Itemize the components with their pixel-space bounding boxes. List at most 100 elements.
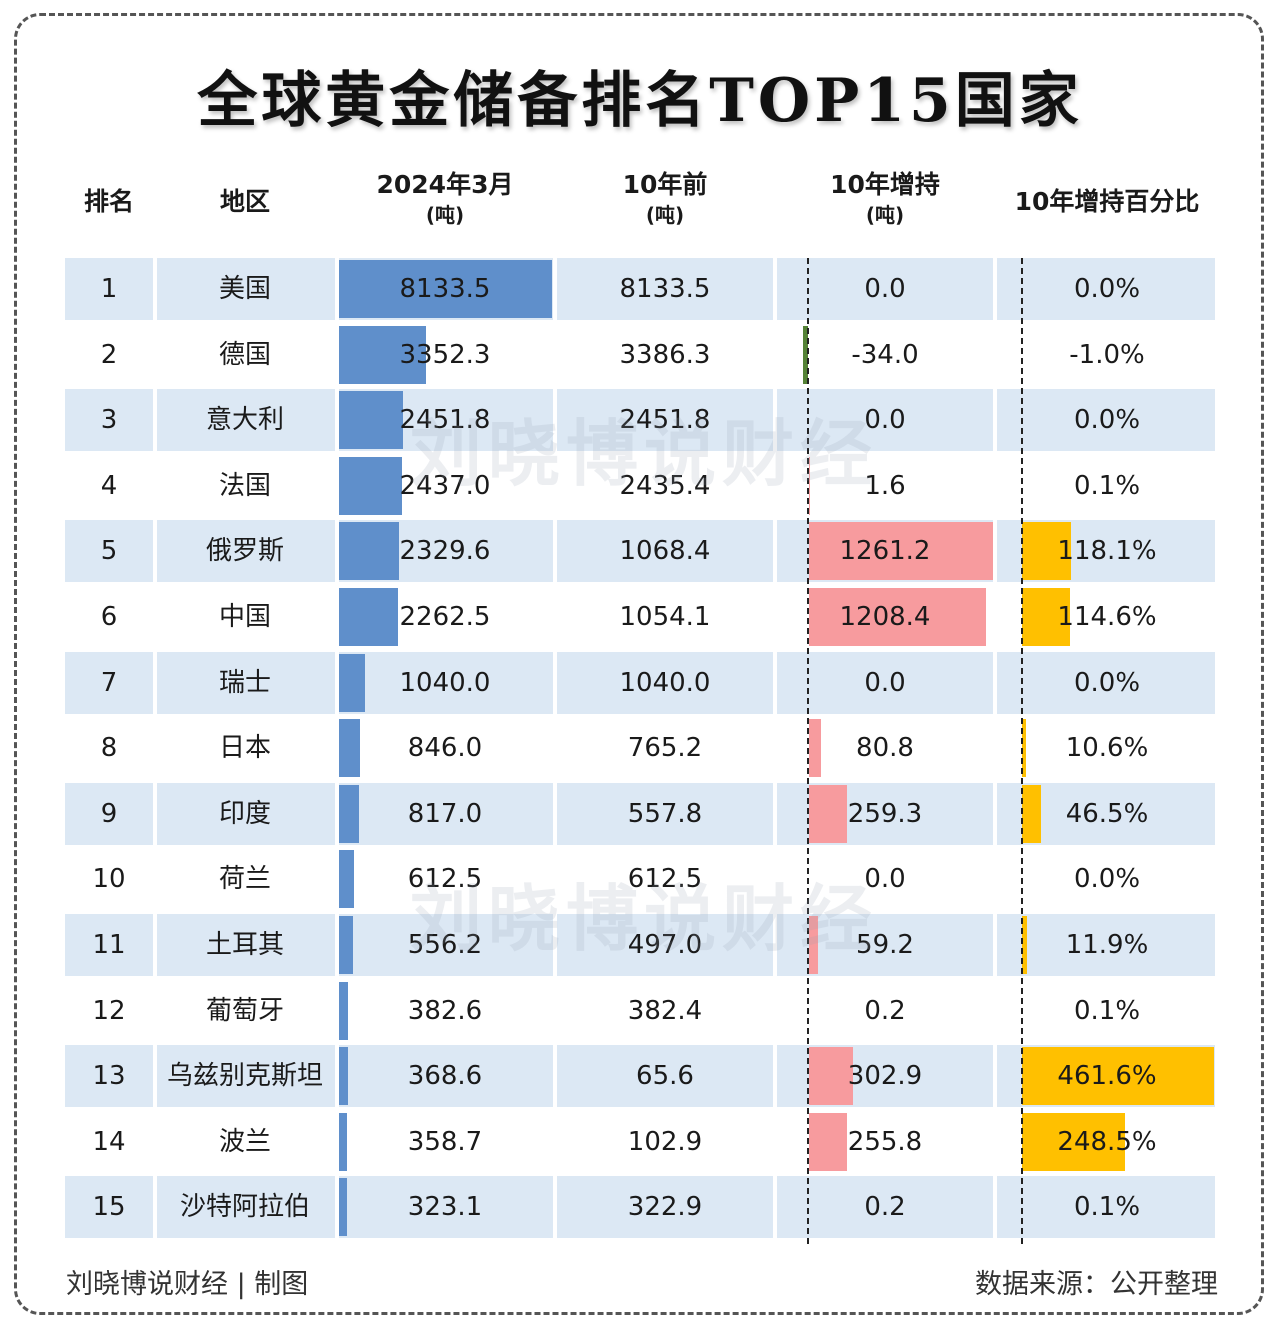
cell-region: 波兰 xyxy=(218,1127,271,1157)
footer-credit: 刘晓博说财经 | 制图 xyxy=(66,1269,309,1300)
cell-rank: 8 xyxy=(100,733,118,763)
header-current-label: 2024年3月 xyxy=(376,170,514,199)
change-bar xyxy=(809,522,994,580)
cell-change: 0.2 xyxy=(864,996,906,1026)
dashed-frame xyxy=(14,13,1264,1315)
column-separator xyxy=(553,258,557,1242)
cell-ago: 102.9 xyxy=(627,1127,703,1157)
cell-rank: 3 xyxy=(100,405,118,435)
cell-ago: 322.9 xyxy=(627,1192,703,1222)
cell-current: 846.0 xyxy=(407,733,483,763)
current-bar xyxy=(338,982,349,1040)
cell-rank: 1 xyxy=(100,274,118,304)
cell-current: 368.6 xyxy=(407,1061,483,1091)
cell-ago: 8133.5 xyxy=(619,274,711,304)
cell-current: 2451.8 xyxy=(399,405,491,435)
footer-source: 数据来源：公开整理 xyxy=(975,1269,1218,1300)
cell-pct: 118.1% xyxy=(1057,536,1157,566)
current-bar xyxy=(338,326,427,384)
cell-rank: 6 xyxy=(100,602,118,632)
cell-current: 382.6 xyxy=(407,996,483,1026)
cell-region: 法国 xyxy=(218,471,271,501)
cell-current: 612.5 xyxy=(407,864,483,894)
cell-rank: 13 xyxy=(92,1061,126,1091)
header-ago-unit: (吨) xyxy=(645,203,685,227)
column-separator xyxy=(153,258,157,1242)
pct-bar xyxy=(1022,1047,1214,1105)
current-bar xyxy=(338,850,355,908)
cell-rank: 14 xyxy=(92,1127,126,1157)
cell-ago: 2451.8 xyxy=(619,405,711,435)
cell-ago: 1040.0 xyxy=(619,668,711,698)
current-bar xyxy=(338,785,360,843)
header-ago-label: 10年前 xyxy=(622,170,708,199)
cell-pct: 0.0% xyxy=(1073,274,1141,304)
cell-ago: 612.5 xyxy=(627,864,703,894)
cell-pct: 0.0% xyxy=(1073,668,1141,698)
cell-current: 2329.6 xyxy=(399,536,491,566)
cell-current: 2437.0 xyxy=(399,471,491,501)
cell-rank: 5 xyxy=(100,536,118,566)
change-bar xyxy=(809,916,818,974)
cell-change: 1.6 xyxy=(864,471,906,501)
cell-ago: 557.8 xyxy=(627,799,703,829)
cell-rank: 11 xyxy=(92,930,126,960)
cell-current: 2262.5 xyxy=(399,602,491,632)
cell-change: 1208.4 xyxy=(839,602,931,632)
change-bar xyxy=(809,1047,854,1105)
cell-pct: -1.0% xyxy=(1069,340,1145,370)
cell-pct: 248.5% xyxy=(1057,1127,1157,1157)
cell-region: 瑞士 xyxy=(218,668,271,698)
cell-change: -34.0 xyxy=(851,340,919,370)
cell-region: 美国 xyxy=(218,274,271,304)
cell-ago: 497.0 xyxy=(627,930,703,960)
cell-region: 荷兰 xyxy=(218,864,271,894)
change-bar xyxy=(809,719,821,777)
pct-bar xyxy=(1022,522,1072,580)
header-change-label: 10年增持 xyxy=(830,170,940,199)
cell-ago: 1068.4 xyxy=(619,536,711,566)
current-bar xyxy=(338,391,403,449)
cell-rank: 7 xyxy=(100,668,118,698)
cell-pct: 46.5% xyxy=(1065,799,1149,829)
cell-pct: 10.6% xyxy=(1065,733,1149,763)
cell-pct: 0.1% xyxy=(1073,996,1141,1026)
watermark-1: 刘晓博说财经 xyxy=(410,412,879,496)
header-change-unit: (吨) xyxy=(865,203,905,227)
column-separator xyxy=(993,258,997,1242)
header-ago: 10年前 (吨) xyxy=(557,168,773,228)
current-bar xyxy=(338,522,400,580)
cell-rank: 12 xyxy=(92,996,126,1026)
cell-pct: 114.6% xyxy=(1057,602,1157,632)
cell-rank: 10 xyxy=(92,864,126,894)
header-region: 地区 xyxy=(219,187,270,216)
cell-ago: 65.6 xyxy=(636,1061,694,1091)
header-current: 2024年3月 (吨) xyxy=(337,168,553,228)
pct-baseline xyxy=(1021,258,1023,1244)
watermark-2: 刘晓博说财经 xyxy=(410,877,879,961)
cell-change: 0.0 xyxy=(864,864,906,894)
cell-region: 中国 xyxy=(218,602,271,632)
cell-region: 乌兹别克斯坦 xyxy=(166,1061,323,1091)
cell-ago: 765.2 xyxy=(627,733,703,763)
cell-change: 302.9 xyxy=(847,1061,923,1091)
cell-change: 0.0 xyxy=(864,668,906,698)
cell-region: 沙特阿拉伯 xyxy=(179,1192,310,1222)
change-bar-negative xyxy=(803,326,808,384)
pct-bar xyxy=(1022,785,1042,843)
cell-region: 葡萄牙 xyxy=(205,996,284,1026)
current-bar xyxy=(338,1178,347,1236)
table-row-stripe xyxy=(65,652,1215,714)
cell-rank: 15 xyxy=(92,1192,126,1222)
cell-region: 土耳其 xyxy=(205,930,284,960)
change-bar xyxy=(809,785,848,843)
column-separator xyxy=(773,258,777,1242)
cell-change: 80.8 xyxy=(856,733,914,763)
column-separator xyxy=(335,258,339,1242)
change-bar xyxy=(809,588,987,646)
cell-region: 日本 xyxy=(218,733,271,763)
pct-bar xyxy=(1022,719,1027,777)
cell-current: 358.7 xyxy=(407,1127,483,1157)
pct-bar xyxy=(1022,1113,1126,1171)
pct-bar xyxy=(1022,916,1027,974)
